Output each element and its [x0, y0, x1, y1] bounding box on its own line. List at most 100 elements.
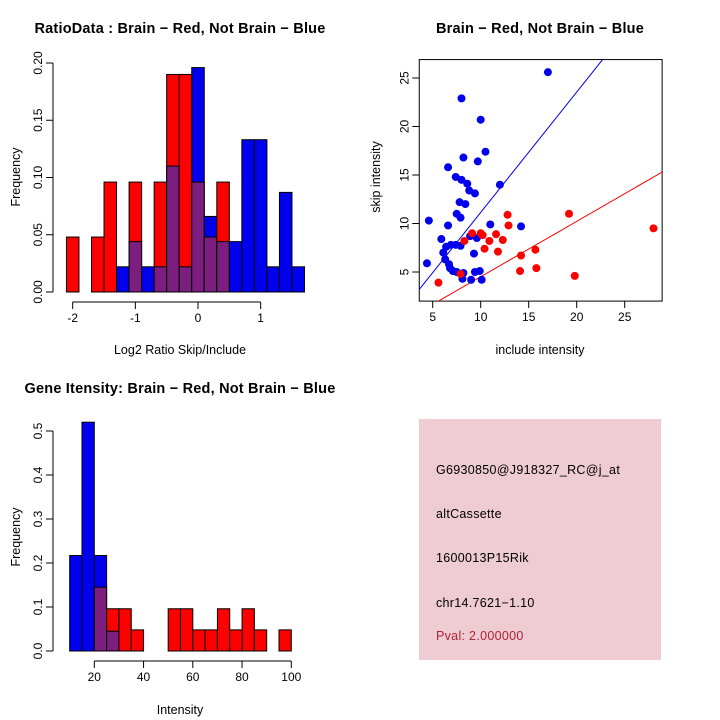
- hist-bar-overlap: [191, 181, 205, 293]
- hist-bar-overlap: [93, 586, 108, 652]
- hist-bar-overlap: [153, 266, 168, 293]
- scatter-point-red: [434, 278, 443, 287]
- hist-bar-blue: [278, 191, 293, 293]
- pval-text: Pval: 2.000000: [436, 629, 524, 643]
- scatter-point-blue: [437, 235, 446, 244]
- panel-gene-info: G6930850@J918327_RC@j_at altCassette 160…: [360, 360, 720, 720]
- hist-bar-overlap: [128, 241, 143, 293]
- x-tick-label: -2: [67, 311, 78, 325]
- hist-bar-blue: [291, 266, 306, 293]
- hist-bar-red: [167, 608, 181, 652]
- scatter-point-blue: [495, 180, 504, 189]
- gene-intensity-plot: 0.0 0.1 0.2 0.3 0.4 0.5 20 40 60 80 100: [31, 421, 302, 684]
- hist-bar-blue: [69, 555, 83, 652]
- hist-bar-blue: [241, 139, 255, 293]
- scatter-point-blue: [456, 213, 465, 222]
- x-tick-label: 40: [137, 670, 151, 684]
- hist-bar-red: [103, 181, 118, 293]
- hist-bar-overlap: [216, 241, 230, 293]
- y-tick-label: 5: [397, 268, 411, 275]
- scatter-point-red: [532, 264, 541, 273]
- plot-box: [418, 59, 663, 302]
- scatter-point-blue: [459, 153, 468, 162]
- hist-bar-overlap: [203, 236, 218, 293]
- y-tick-label: 15: [397, 168, 411, 182]
- hist-bar-red: [65, 236, 80, 293]
- y-tick-label: 0.2: [31, 554, 45, 571]
- x-tick-label: 25: [618, 310, 632, 324]
- hist-bar-red: [90, 236, 105, 293]
- scatter-point-blue: [477, 275, 486, 284]
- x-tick-label: 1: [257, 311, 264, 325]
- scatter-point-red: [570, 271, 579, 280]
- scatter-point-red: [517, 251, 526, 260]
- y-tick-label: 0.00: [31, 280, 45, 304]
- x-tick-label: 5: [429, 310, 436, 324]
- y-tick-label: 0.05: [31, 223, 45, 247]
- x-tick-label: 20: [88, 670, 102, 684]
- scatter-point-red: [468, 229, 477, 238]
- gene-symbol: 1600013P15Rik: [436, 551, 529, 565]
- scatter-point-red: [460, 236, 469, 245]
- scatter-point-red: [504, 221, 513, 230]
- gene-splice-type: altCassette: [436, 507, 502, 521]
- scatter-point-red: [492, 230, 501, 239]
- x-tick-label: 60: [186, 670, 200, 684]
- scatter-point-red: [516, 267, 525, 276]
- hist-bar-red: [216, 608, 231, 652]
- hist-bar-overlap: [166, 165, 180, 293]
- scatter-point-red: [480, 244, 489, 253]
- hist-bar-blue: [81, 421, 95, 652]
- y-tick-label: 0.5: [31, 422, 45, 439]
- y-tick-label: 20: [397, 120, 411, 134]
- x-tick-label: 0: [195, 311, 202, 325]
- hist-bar-blue: [228, 241, 243, 293]
- scatter-point-red: [485, 236, 494, 245]
- scatter-point-blue: [517, 222, 526, 231]
- hist-bar-blue: [266, 266, 280, 293]
- y-tick-label: 0.0: [31, 642, 45, 659]
- hist-bar-red: [229, 629, 243, 652]
- scatter-point-red: [649, 224, 658, 233]
- fit-line-blue: [418, 59, 604, 290]
- x-tick-label: -1: [130, 311, 141, 325]
- hist-bar-red: [253, 629, 268, 652]
- x-tick-label: 10: [474, 310, 488, 324]
- scatter-point-red: [565, 209, 574, 218]
- scatter-point-blue: [444, 163, 453, 172]
- y-tick-label: 0.1: [31, 598, 45, 615]
- scatter-point-red: [498, 235, 507, 244]
- y-tick-label: 0.10: [31, 165, 45, 189]
- scatter-point-blue: [543, 68, 552, 77]
- hist-bar-blue: [116, 266, 130, 293]
- hist-bar-red: [118, 608, 132, 652]
- panel-gene-intensity-histogram: Gene Itensity: Brain − Red, Not Brain − …: [0, 360, 360, 720]
- gene-hist-xlabel: Intensity: [156, 703, 204, 717]
- hist-bar-red: [278, 629, 292, 652]
- x-tick-label: 80: [235, 670, 249, 684]
- gene-locus: chr14.7621−1.10: [436, 596, 535, 610]
- hist-bar-red: [179, 608, 194, 652]
- scatter-point-blue: [463, 179, 472, 188]
- scatter-point-blue: [444, 221, 453, 230]
- scatter-point-red: [503, 210, 512, 219]
- hist-bar-blue: [141, 266, 155, 293]
- panel-ratio-histogram: RatioData : Brain − Red, Not Brain − Blu…: [0, 0, 360, 360]
- scatter-xlabel: include intensity: [495, 343, 585, 357]
- ratio-hist-title: RatioData : Brain − Red, Not Brain − Blu…: [34, 21, 326, 37]
- ratio-hist-xlabel: Log2 Ratio Skip/Include: [113, 343, 247, 357]
- scatter-point-red: [478, 231, 487, 240]
- scatter-point-blue: [473, 157, 482, 166]
- scatter-point-blue: [457, 94, 466, 103]
- scatter-point-red: [456, 269, 465, 278]
- x-tick-label: 15: [522, 310, 536, 324]
- x-tick-label: 20: [570, 310, 584, 324]
- hist-bar-red: [204, 629, 218, 652]
- hist-bar-overlap: [106, 630, 120, 652]
- y-tick-label: 0.3: [31, 510, 45, 527]
- scatter-point-blue: [439, 248, 448, 257]
- hist-bar-red: [178, 73, 193, 293]
- hist-bar-blue: [253, 139, 268, 293]
- scatter-point-blue: [461, 200, 470, 209]
